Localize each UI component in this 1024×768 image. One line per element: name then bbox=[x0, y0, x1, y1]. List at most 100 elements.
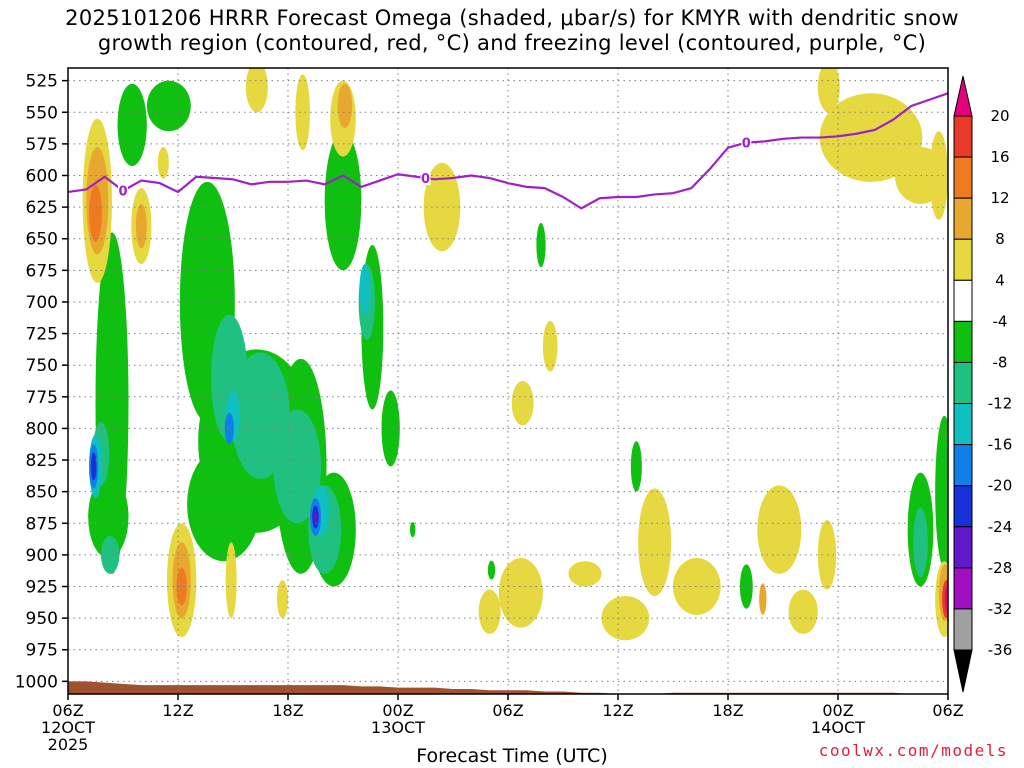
colorbar-box bbox=[953, 361, 973, 405]
colorbar-label: 8 bbox=[995, 230, 1005, 248]
omega-region-navy-a bbox=[90, 452, 97, 481]
freezing-level-label-bg bbox=[420, 171, 431, 186]
colorbar-box bbox=[953, 403, 973, 446]
omega-region-green-col-2 bbox=[117, 83, 147, 167]
chart-title: 2025101206 HRRR Forecast Omega (shaded, … bbox=[0, 6, 1024, 56]
title-line-1: 2025101206 HRRR Forecast Omega (shaded, … bbox=[65, 6, 959, 30]
x-tick-label: 06Z bbox=[52, 701, 83, 720]
omega-region-yellow-col-r1 bbox=[542, 320, 558, 372]
omega-region-green-col-5 bbox=[324, 131, 362, 271]
y-tick-label: 725 bbox=[26, 325, 58, 345]
credit-link[interactable]: coolwx.com/models bbox=[818, 741, 1008, 760]
omega-region-yellow-mid-3 bbox=[277, 580, 288, 619]
x-tick-label: 18Z bbox=[712, 701, 743, 720]
colorbar-top-triangle bbox=[953, 75, 973, 117]
y-axis-pressure: 525 550 575 600 625 650 675 700 725 750 775 800 825 8… bbox=[15, 72, 68, 692]
colorbar-label: 20 bbox=[990, 107, 1009, 125]
y-tick-label: 575 bbox=[26, 135, 58, 155]
y-tick-label: 750 bbox=[26, 356, 58, 376]
omega-region-green-spot-3 bbox=[739, 564, 753, 609]
omega-region-green-col-1b bbox=[88, 475, 129, 559]
colorbar-label: -36 bbox=[988, 641, 1013, 659]
plot-gridlines bbox=[67, 68, 949, 694]
x-tick-label: 18Z bbox=[272, 701, 303, 720]
colorbar-label: 4 bbox=[995, 271, 1005, 289]
x-axis-label: Forecast Time (UTC) bbox=[416, 745, 608, 767]
y-tick-label: 875 bbox=[26, 514, 58, 534]
omega-region-pink-right-bottom bbox=[944, 586, 948, 612]
omega-region-green-spot-2 bbox=[630, 441, 642, 492]
omega-region-green-right-edge bbox=[935, 415, 948, 568]
colorbar-label: -20 bbox=[988, 477, 1013, 495]
omega-region-teal-c bbox=[273, 409, 321, 524]
freezing-level-label: 0 bbox=[742, 137, 751, 152]
omega-region-yellow-top-4 bbox=[157, 147, 169, 179]
colorbar-label: -32 bbox=[988, 600, 1013, 618]
omega-region-yellow-top-1 bbox=[245, 68, 268, 113]
freezing-level-label-bg bbox=[118, 183, 128, 198]
colorbar-label: 12 bbox=[990, 189, 1009, 207]
colorbar-label: -16 bbox=[988, 436, 1013, 454]
freezing-level-label: 0 bbox=[118, 185, 127, 200]
y-tick-label: 600 bbox=[26, 166, 58, 186]
omega-region-yellow-col-r2 bbox=[511, 381, 534, 426]
x-tick-label: 12OCT bbox=[41, 718, 95, 737]
x-tick-label: 06Z bbox=[932, 701, 963, 720]
omega-region-blue-b bbox=[224, 412, 234, 445]
omega-region-green-spot-1 bbox=[536, 222, 546, 268]
omega-region-teal-g bbox=[913, 507, 928, 578]
omega-region-orange-top-3 bbox=[337, 83, 353, 129]
x-tick-label: 00Z bbox=[822, 701, 853, 720]
x-tick-label: 14OCT bbox=[811, 718, 865, 737]
y-tick-label: 950 bbox=[26, 609, 58, 629]
y-tick-label: 650 bbox=[26, 230, 58, 250]
y-tick-label: 925 bbox=[26, 578, 58, 598]
omega-region-yellow-low-6 bbox=[673, 558, 721, 615]
colorbar-label: -28 bbox=[988, 559, 1013, 577]
x-tick-label: 12Z bbox=[602, 701, 633, 720]
omega-region-purple-a bbox=[313, 510, 318, 524]
x-tick-label: 13OCT bbox=[371, 718, 425, 737]
omega-region-green-col-1c bbox=[101, 535, 120, 574]
freezing-level-label: 0 bbox=[421, 172, 430, 187]
omega-region-green-spot-5 bbox=[409, 522, 416, 538]
omega-region-yellow-right-top bbox=[819, 93, 923, 182]
y-tick-label: 675 bbox=[26, 261, 58, 281]
x-tick-label: 06Z bbox=[492, 701, 523, 720]
colorbar-box bbox=[953, 279, 973, 322]
omega-region-green-col-4 bbox=[146, 80, 191, 132]
omega-region-yellow-right-top-4 bbox=[929, 131, 948, 220]
colorbar-label: -24 bbox=[988, 518, 1013, 536]
omega-region-cyan-a bbox=[359, 264, 371, 315]
colorbar-label: -4 bbox=[993, 312, 1008, 330]
omega-region-yellow-right-top-3 bbox=[817, 68, 840, 113]
omega-region-orange-low-9 bbox=[759, 583, 767, 615]
colorbar-box bbox=[953, 320, 973, 363]
freezing-level-label-bg bbox=[741, 135, 752, 150]
omega-region-green-spot-4 bbox=[487, 560, 496, 580]
colorbar-box bbox=[953, 156, 973, 199]
omega-region-yellow-top-2 bbox=[295, 74, 310, 151]
omega-region-yellow-low-2 bbox=[478, 589, 501, 634]
omega-region-green-col-7 bbox=[381, 390, 400, 467]
y-tick-label: 975 bbox=[26, 641, 58, 661]
omega-region-yellow-low-3 bbox=[568, 561, 602, 587]
x-tick-label: 2025 bbox=[48, 735, 89, 754]
colorbar-box bbox=[953, 197, 973, 240]
y-tick-label: 625 bbox=[26, 198, 58, 218]
x-tick-label: 12Z bbox=[162, 701, 193, 720]
colorbar-bottom-triangle bbox=[953, 649, 973, 693]
y-tick-label: 800 bbox=[26, 419, 58, 439]
y-tick-label: 1000 bbox=[15, 672, 58, 692]
y-tick-label: 825 bbox=[26, 451, 58, 471]
colorbar-label: -12 bbox=[988, 395, 1013, 413]
omega-region-red-mid-1 bbox=[176, 567, 187, 606]
omega-region-yellow-low-8 bbox=[788, 589, 818, 634]
omega-region-yellow-low-5 bbox=[601, 595, 650, 641]
omega-region-yellow-mid-2 bbox=[225, 542, 237, 619]
y-tick-label: 850 bbox=[26, 483, 58, 503]
title-line-2: growth region (contoured, red, °C) and f… bbox=[97, 31, 927, 55]
y-tick-label: 775 bbox=[26, 388, 58, 408]
